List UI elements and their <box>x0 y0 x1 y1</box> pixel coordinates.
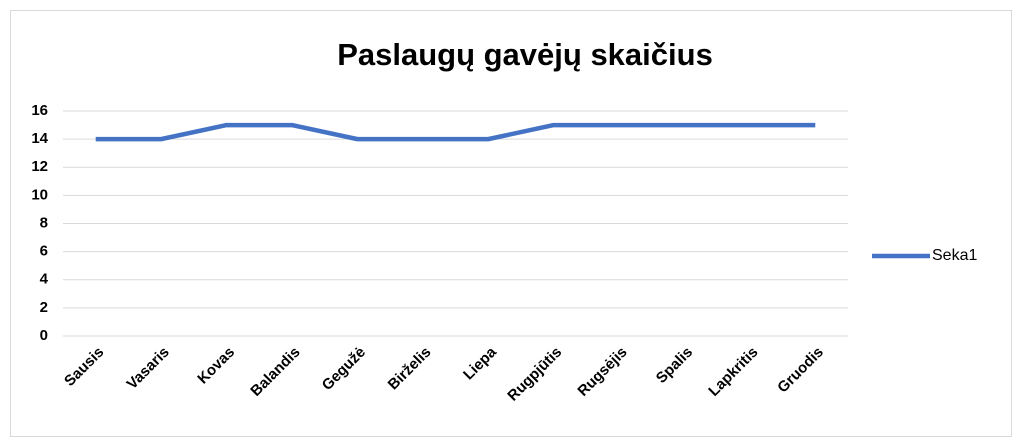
chart-title: Paslaugų gavėjų skaičius <box>337 37 713 72</box>
y-tick-label: 4 <box>40 271 49 288</box>
y-tick-label: 14 <box>31 130 48 147</box>
y-tick-label: 0 <box>40 327 48 344</box>
y-tick-label: 12 <box>31 158 48 175</box>
y-tick-label: 10 <box>31 186 48 203</box>
y-tick-label: 8 <box>40 214 48 231</box>
legend-label: Seka1 <box>932 247 977 264</box>
y-tick-label: 6 <box>40 243 48 260</box>
line-series <box>95 122 816 142</box>
y-tick-label: 16 <box>31 102 48 119</box>
y-tick-label: 2 <box>40 299 48 316</box>
